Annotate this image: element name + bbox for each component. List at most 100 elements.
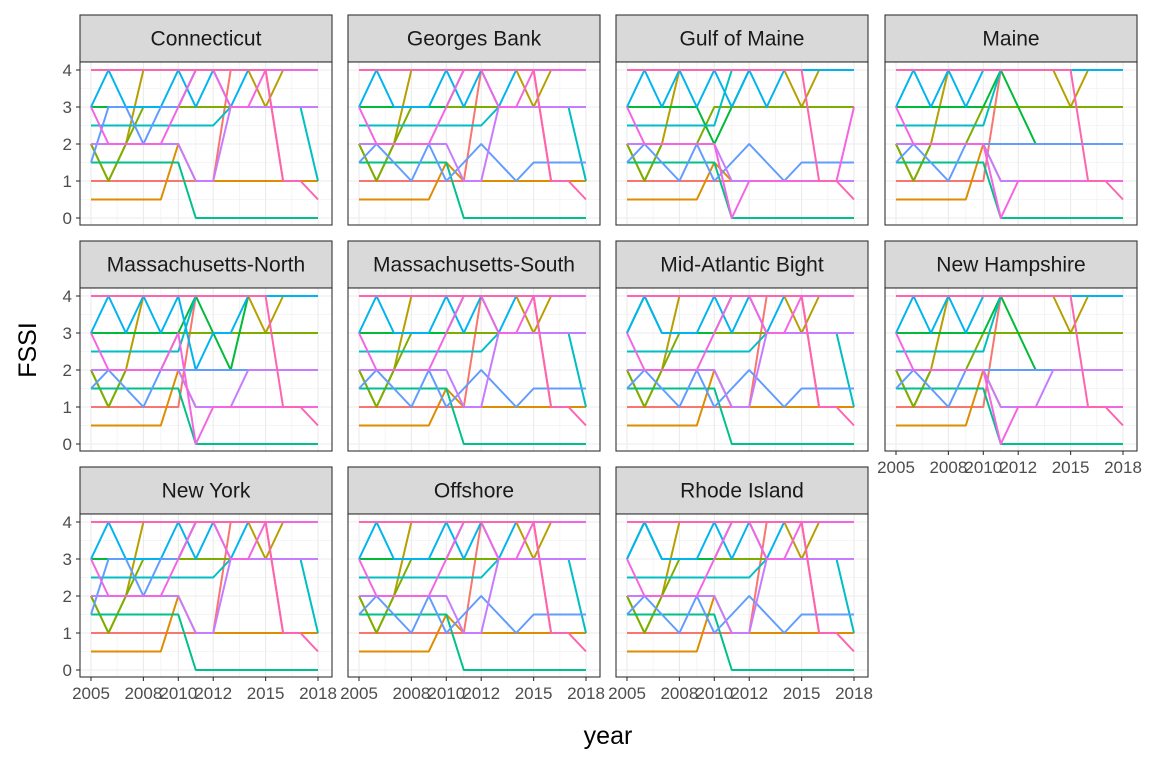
x-tick-label: 2018 [835,684,873,703]
series-line [627,295,855,427]
y-tick-label: 2 [63,135,72,154]
series-line [895,143,1123,182]
x-tick-label: 2010 [427,684,465,703]
x-tick-label: 2015 [515,684,553,703]
x-tick-label: 2008 [929,458,967,477]
facet-strip-label: Rhode Island [680,480,804,503]
x-tick-label: 2010 [695,684,733,703]
facet-panel-georges-bank: Georges Bank [347,14,601,226]
series-line [359,387,586,445]
y-tick-label: 0 [63,209,72,228]
x-tick-label: 2008 [392,684,430,703]
facet-strip-label: Georges Bank [407,28,542,51]
facet-strip-label: Offshore [434,480,514,503]
series-line [91,295,319,427]
x-tick-label: 2005 [72,684,110,703]
x-tick-label: 2015 [247,684,285,703]
x-tick-label: 2015 [1052,458,1090,477]
x-tick-label: 2010 [964,458,1002,477]
facet-strip [347,240,601,289]
panel-border [615,513,869,678]
x-tick-label: 2018 [567,684,605,703]
facet-strip-label: Connecticut [151,28,262,51]
x-tick-label: 2015 [783,684,821,703]
series-line [359,521,587,653]
x-tick-label: 2012 [194,684,232,703]
y-tick-label: 1 [63,172,72,191]
facet-panel-connecticut: Connecticut 0 1 2 3 4 [63,14,333,228]
facet-strip [884,240,1138,289]
series-line [627,387,854,445]
facet-strip-label: Massachusetts-South [373,254,575,277]
series-line [626,69,854,108]
series-line [359,613,586,671]
facet-strip-label: Gulf of Maine [680,28,805,51]
series-line [90,295,318,371]
series-line [359,161,586,219]
series-line [91,521,319,653]
x-tick-label: 2005 [877,458,915,477]
y-tick-label: 0 [63,661,72,680]
y-axis-title: FSSI [14,322,42,378]
x-tick-label: 2008 [660,684,698,703]
x-tick-label: 2012 [999,458,1037,477]
series-line [627,613,854,671]
facet-strip-label: New York [162,480,251,503]
series-line [90,332,318,445]
panel-border [884,287,1138,452]
facet-strip [615,14,869,63]
facet-strip-label: Massachusetts-North [107,254,305,277]
facet-panel-maine: Maine [884,14,1138,226]
facet-panel-massachusetts-north: Massachusetts-North 0 1 2 3 4 [63,240,333,454]
series-line [626,106,855,219]
x-tick-label: 2005 [340,684,378,703]
y-tick-label: 4 [63,61,72,80]
facet-strip-label: Maine [982,28,1039,51]
facet-strip [347,466,601,515]
facet-panel-mid-atlantic-bight: Mid-Atlantic Bight [615,240,869,452]
y-tick-label: 2 [63,587,72,606]
y-tick-label: 1 [63,624,72,643]
series-line [627,69,855,201]
x-tick-label: 2010 [159,684,197,703]
y-tick-label: 1 [63,398,72,417]
facet-strip [615,466,869,515]
series-line [91,161,318,219]
series-line [896,161,1123,219]
x-tick-label: 2005 [608,684,646,703]
facet-strip-label: Mid-Atlantic Bight [660,254,824,277]
x-tick-label: 2018 [1104,458,1142,477]
series-line [895,332,1123,445]
panel-border [615,287,869,452]
series-line [91,613,318,671]
facet-strip [615,240,869,289]
y-tick-label: 2 [63,361,72,380]
series-line [896,69,1124,201]
series-line [896,295,1124,427]
x-axis-title: year [584,722,633,750]
y-tick-label: 3 [63,324,72,343]
series-line [91,387,318,445]
series-line [896,387,1123,445]
series-line [895,106,1123,219]
series-line [627,521,855,653]
x-tick-label: 2008 [124,684,162,703]
y-tick-label: 4 [63,287,72,306]
facet-strip-label: New Hampshire [936,254,1085,277]
panel-border [347,61,601,226]
y-tick-label: 4 [63,513,72,532]
y-tick-label: 3 [63,550,72,569]
facet-panel-gulf-of-maine: Gulf of Maine [615,14,869,226]
facet-strip [79,240,333,289]
x-tick-label: 2012 [730,684,768,703]
panel-border [615,61,869,226]
panel-border [884,61,1138,226]
x-tick-label: 2018 [299,684,337,703]
y-tick-label: 0 [63,435,72,454]
series-line [91,69,319,201]
